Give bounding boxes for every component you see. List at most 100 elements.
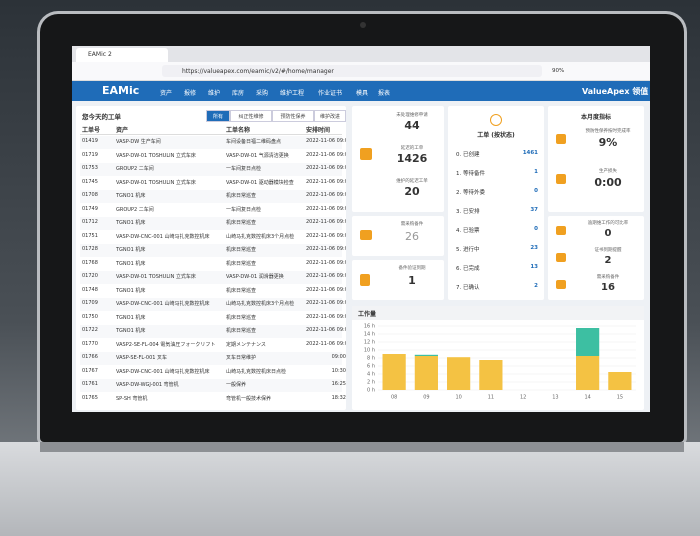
nav-item[interactable]: 报表 [378,90,391,97]
parts-value: 26 [405,230,419,243]
status-label[interactable]: 5. 进行中 [456,247,480,253]
row-stripe [80,379,342,392]
status-label[interactable]: 0. 已创建 [456,152,480,158]
cell: VASP-DW-01 TOSHULIN 立式车床 [116,179,196,186]
row-stripe [80,163,342,176]
browser-tab[interactable]: EAMic 2 [76,48,168,62]
status-label[interactable]: 6. 已完成 [456,266,480,272]
alerts-card: 未处理维修申请 44 延迟的工单 1426 维护的延迟工单 20 [352,106,444,212]
cell: 01750 [82,313,98,320]
logo: EAMic [102,84,140,97]
cell: 01709 [82,300,98,306]
cell: 机床日常巡查 [226,314,257,321]
alert-label: 未处理维修申请 [396,113,428,118]
cell: 2022-11-06 09:00 [306,300,346,306]
cart-icon [360,230,372,240]
status-value[interactable]: 0 [534,226,538,232]
cell: TGNO1 机床 [116,260,146,267]
url: https://valueapex.com/eamic/v2/#/home/ma… [182,68,334,75]
status-label[interactable]: 4. 已验票 [456,228,480,234]
header-rule [80,134,342,135]
nav-item[interactable]: 资产 [160,90,173,97]
nav-item[interactable]: 模具 [356,90,369,97]
filter-tab[interactable]: 预防性保养 [272,110,314,122]
cell: 01766 [82,354,98,360]
nav-item[interactable]: 采购 [256,90,269,97]
cell: 16:25 [331,381,346,387]
nav-item[interactable]: 报修 [184,90,197,97]
cell: 山崎马扎克数控机床日点检 [226,368,287,375]
cell: VASP-DW-01 气源清洁更换 [226,152,289,159]
status-label[interactable]: 1. 等待备件 [456,171,485,177]
cell: 09:00 [331,354,346,360]
cell: TGNO1 机床 [116,220,146,226]
status-title: 工单 (按状态) [477,132,515,139]
cell: 01768 [82,259,98,266]
row-stripe [80,352,342,365]
cell: TGNO1 机床 [116,314,146,321]
cell: 2022-11-06 09:00 [306,273,346,279]
cell: 机床日常巡查 [226,328,257,334]
filter-tab[interactable]: 所有 [206,110,230,122]
row-stripe [80,217,342,230]
filter-tab[interactable]: 维护改进 [314,110,346,122]
filter-tab-label: 维护改进 [319,114,340,120]
filter-tab[interactable]: 纠正性维修 [230,110,272,122]
alert-value: 44 [404,119,420,132]
cell: TGNO1 机床 [116,247,146,253]
cell: 2022-11-06 09:00 [306,165,346,171]
nav-item[interactable]: 维护工程 [280,90,305,97]
cell: SP-SH 弯管机 [116,395,148,402]
nav-item[interactable]: 库房 [232,90,245,97]
nav-item[interactable]: 维护 [208,90,221,97]
bar [414,354,438,356]
x-tick-label: 14 [584,395,590,401]
status-value[interactable]: 2 [534,283,538,289]
laptop-base [0,442,700,536]
status-value[interactable]: 13 [530,264,538,270]
alert-value: 20 [404,185,420,198]
bar [608,372,632,390]
x-tick-label: 09 [423,395,429,401]
alert-label: 维护的延迟工单 [396,179,428,184]
cell: 01712 [82,219,98,225]
reminder-value: 2 [604,255,612,266]
cell: 2022-11-06 09:00 [306,232,346,239]
metric-value: 9% [598,136,618,149]
y-tick-label: 2 h [367,380,375,386]
cell: 01728 [82,246,98,252]
tab-bar [72,46,650,62]
status-label[interactable]: 7. 已确认 [456,285,480,291]
status-value[interactable]: 23 [530,245,538,251]
parts-card: 需采购备件 26 [352,216,444,256]
cell: 定期メンテナンス [226,341,266,348]
status-value[interactable]: 0 [534,188,538,194]
y-tick-label: 12 h [364,340,375,346]
status-value[interactable]: 1 [534,169,538,175]
filter-tab-label: 所有 [212,114,223,120]
y-tick-label: 0 h [367,388,375,394]
reminder-icon [556,253,566,262]
bar [479,360,503,390]
cell: 01745 [82,178,98,185]
cell: 18:32 [331,394,346,401]
status-value[interactable]: 37 [530,207,538,213]
column-header: 安排时间 [306,127,331,134]
expiry-label: 备件验证到期 [398,266,426,271]
status-value[interactable]: 1461 [522,150,538,156]
nav-item[interactable]: 作业证书 [318,90,343,97]
cell: VASP-DW-CNC-001 山崎马扎克数控机床 [116,301,210,307]
status-label[interactable]: 3. 已安排 [456,209,480,215]
status-label[interactable]: 2. 等待外委 [456,190,485,196]
url-field[interactable] [162,65,542,77]
cell: TGNO1 机床 [116,193,146,199]
cell: 2022-11-06 09:00 [306,286,346,293]
cell: 2022-11-06 09:00 [306,192,346,198]
metric-label: 生产损失 [599,169,617,174]
expiry-value: 1 [408,274,416,287]
cell: VASP-DW-01 驱动器模块检查 [226,179,294,186]
reminder-label: 需采购备件 [596,275,620,280]
cell: 叉车日常维护 [226,355,257,361]
cell: 01708 [82,192,98,198]
cell: 2022-11-06 09:00 [306,138,346,144]
